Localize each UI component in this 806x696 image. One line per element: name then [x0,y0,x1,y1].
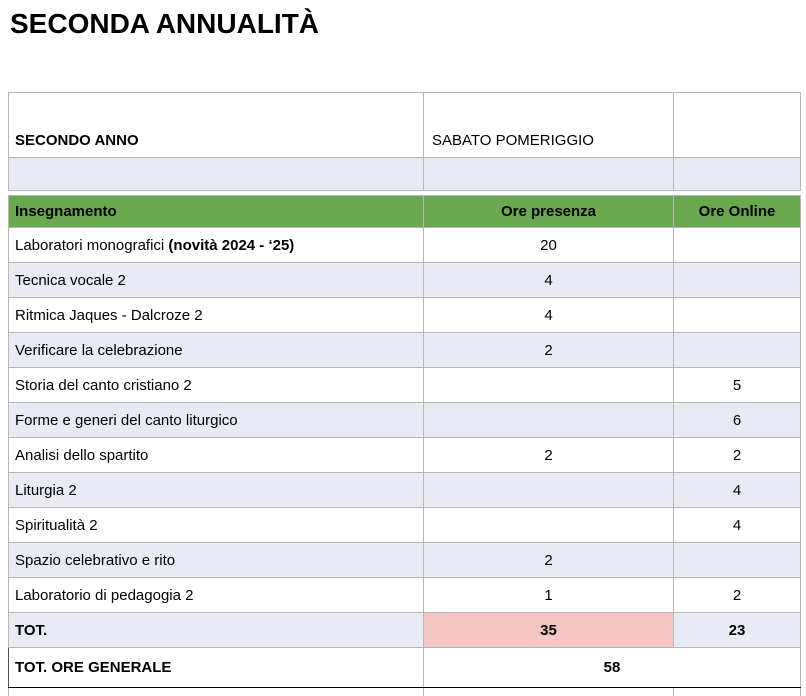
cell-ore-presenza [423,402,674,438]
cell-ore-presenza [423,367,674,403]
course-name: Liturgia 2 [15,481,77,499]
course-name-bold: (novità 2024 - ‘25) [168,236,295,254]
table-row-info: SECONDO ANNO SABATO POMERIGGIO [8,92,801,158]
table-row-spacer [8,157,801,191]
table-row: Tecnica vocale 2 4 [8,262,801,298]
table-row-gap [8,190,801,196]
table-row: Liturgia 2 4 [8,472,801,508]
cell-totals-label: TOT. [8,612,424,648]
table-row: Forme e generi del canto liturgico 6 [8,402,801,438]
cell-ore-online [673,262,801,298]
cell-empty [673,92,801,158]
cell-ore-presenza: 20 [423,227,674,263]
course-hours-table: SECONDO ANNO SABATO POMERIGGIO Insegname… [8,92,801,696]
column-header-ore-online: Ore Online [673,195,801,228]
column-header-ore-presenza: Ore presenza [423,195,674,228]
cell-totals-online: 23 [673,612,801,648]
cell-ore-online [673,332,801,368]
table-row: Ritmica Jaques - Dalcroze 2 4 [8,297,801,333]
page-title: SECONDA ANNUALITÀ [10,8,320,39]
cell-schedule-label: SABATO POMERIGGIO [423,92,674,158]
cell-ore-presenza: 2 [423,437,674,473]
cell-ore-online: 2 [673,577,801,613]
cell-empty [673,687,801,696]
cell-empty [423,687,674,696]
cell-ore-presenza [423,507,674,543]
cell-empty [673,157,801,191]
course-name: Laboratorio di pedagogia 2 [15,586,194,604]
cell-insegnamento: Spazio celebrativo e rito [8,542,424,578]
cell-ore-presenza [423,472,674,508]
table-row: Storia del canto cristiano 2 5 [8,367,801,403]
cell-ore-online: 4 [673,472,801,508]
cell-insegnamento: Ritmica Jaques - Dalcroze 2 [8,297,424,333]
cell-grand-total-value: 58 [423,647,801,688]
cell-insegnamento: Liturgia 2 [8,472,424,508]
cell-insegnamento: Verificare la celebrazione [8,332,424,368]
cell-ore-presenza: 1 [423,577,674,613]
cell-ore-online: 6 [673,402,801,438]
table-row: Spazio celebrativo e rito 2 [8,542,801,578]
cell-ore-presenza: 4 [423,297,674,333]
cell-ore-online: 4 [673,507,801,543]
cell-insegnamento: Storia del canto cristiano 2 [8,367,424,403]
cell-grand-total-label: TOT. ORE GENERALE [8,647,424,688]
course-name: Analisi dello spartito [15,446,149,464]
totals-row: TOT. 35 23 [8,612,801,648]
table-row: Laboratorio di pedagogia 2 1 2 [8,577,801,613]
cell-insegnamento: Laboratori monografici (novità 2024 - ‘2… [8,227,424,263]
column-header-insegnamento: Insegnamento [8,195,424,228]
cell-insegnamento: Spiritualità 2 [8,507,424,543]
course-name: Ritmica Jaques - Dalcroze 2 [15,306,203,324]
table-row: Analisi dello spartito 2 2 [8,437,801,473]
cell-empty [8,687,424,696]
cell-ore-online: 2 [673,437,801,473]
table-header-row: Insegnamento Ore presenza Ore Online [8,195,801,228]
cell-ore-presenza: 2 [423,542,674,578]
table-row: Laboratori monografici (novità 2024 - ‘2… [8,227,801,263]
cell-year-label: SECONDO ANNO [8,92,424,158]
cell-insegnamento: Tecnica vocale 2 [8,262,424,298]
cell-empty [423,157,674,191]
course-name: Forme e generi del canto liturgico [15,411,238,429]
course-name: Laboratori monografici [15,236,169,254]
cell-ore-online: 5 [673,367,801,403]
cell-insegnamento: Forme e generi del canto liturgico [8,402,424,438]
course-name: Spiritualità 2 [15,516,98,534]
table-row: Spiritualità 2 4 [8,507,801,543]
table-row: Verificare la celebrazione 2 [8,332,801,368]
cell-ore-presenza: 2 [423,332,674,368]
cell-empty [8,157,424,191]
course-name: Verificare la celebrazione [15,341,183,359]
cell-ore-online [673,297,801,333]
cell-ore-online [673,227,801,263]
course-name: Spazio celebrativo e rito [15,551,176,569]
grand-total-row: TOT. ORE GENERALE 58 [8,647,801,688]
cell-totals-presenza: 35 [423,612,674,648]
table-row-stub [8,687,801,696]
course-name: Tecnica vocale 2 [15,271,126,289]
course-name: Storia del canto cristiano 2 [15,376,192,394]
cell-insegnamento: Laboratorio di pedagogia 2 [8,577,424,613]
cell-gap [8,190,801,196]
cell-insegnamento: Analisi dello spartito [8,437,424,473]
cell-ore-presenza: 4 [423,262,674,298]
cell-ore-online [673,542,801,578]
